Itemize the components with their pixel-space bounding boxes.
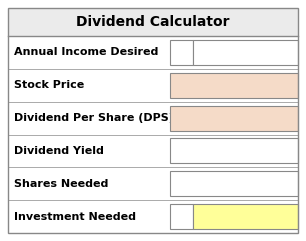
Text: Annual Income Desired: Annual Income Desired [14, 47, 159, 57]
Text: Dividend Yield: Dividend Yield [14, 146, 104, 156]
Bar [170, 204, 193, 229]
Text: $: $ [178, 47, 185, 57]
Bar [170, 73, 298, 98]
Text: Stock Price: Stock Price [14, 80, 84, 90]
Bar [170, 40, 193, 65]
Bar [170, 171, 298, 196]
Text: 72.56: 72.56 [262, 80, 294, 90]
Bar [8, 8, 298, 36]
Bar [193, 40, 298, 65]
Bar [193, 204, 298, 229]
Text: Investment Needed: Investment Needed [14, 212, 136, 221]
Bar [170, 138, 298, 163]
Text: 70,000: 70,000 [256, 47, 294, 57]
Text: 48,611: 48,611 [255, 179, 294, 189]
Text: 1.98%: 1.98% [259, 146, 294, 156]
Text: Dividend Per Share (DPS): Dividend Per Share (DPS) [14, 113, 174, 123]
Text: Dividend Calculator: Dividend Calculator [76, 15, 230, 29]
Text: $: $ [178, 212, 185, 221]
Text: Shares Needed: Shares Needed [14, 179, 108, 189]
Text: 3,527,222: 3,527,222 [232, 212, 294, 221]
Bar [170, 106, 298, 131]
Text: 1.44: 1.44 [269, 113, 294, 123]
